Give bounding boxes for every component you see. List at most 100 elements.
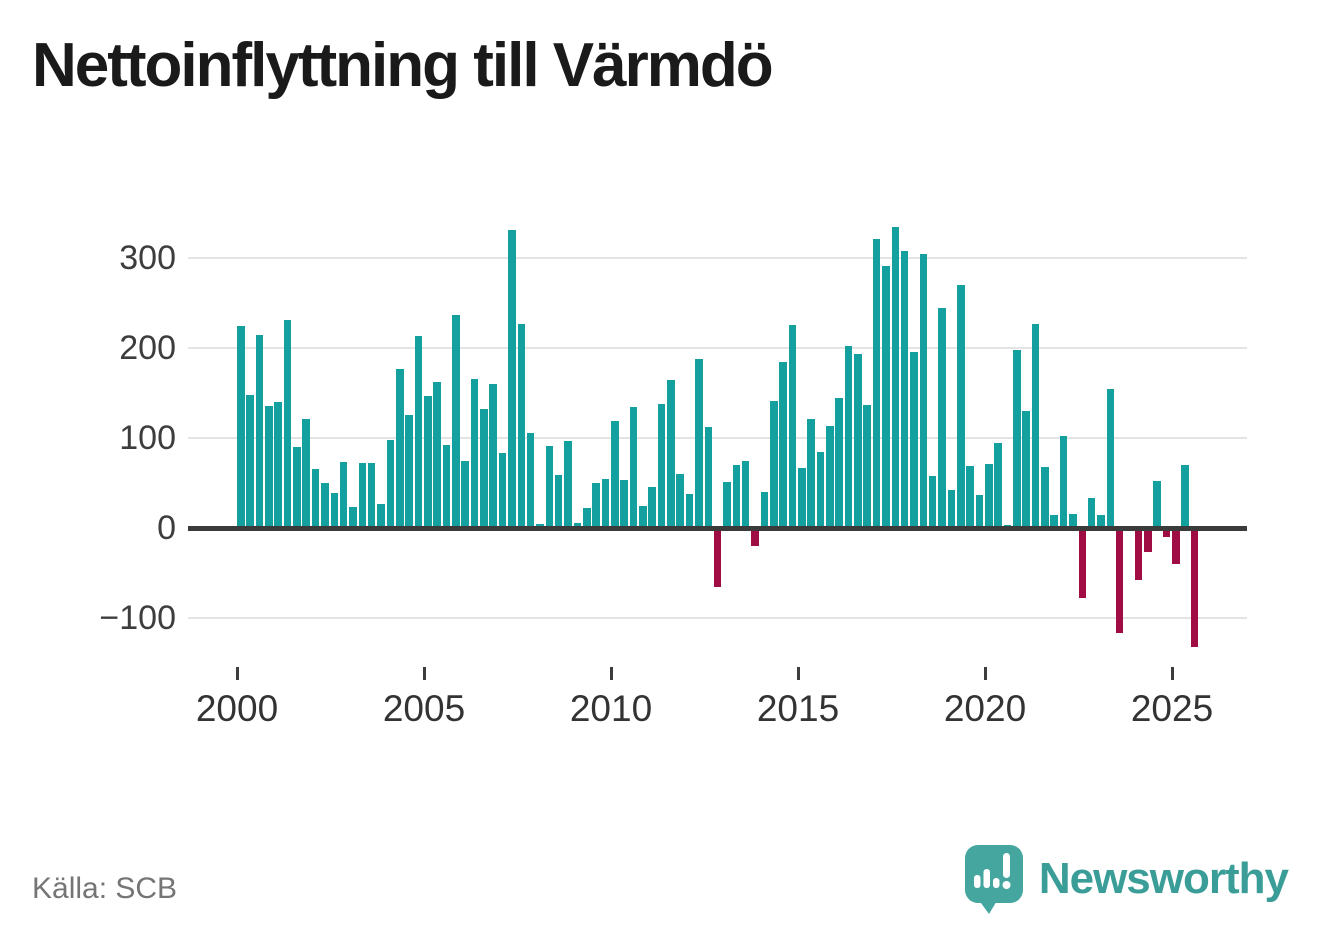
x-axis-tick-mark bbox=[236, 667, 239, 680]
bar bbox=[1022, 411, 1030, 528]
bar bbox=[1097, 514, 1105, 528]
bar bbox=[751, 528, 759, 546]
bar bbox=[311, 468, 320, 528]
gridline bbox=[188, 617, 1247, 619]
bar bbox=[442, 445, 451, 528]
bar bbox=[545, 446, 554, 528]
bar bbox=[554, 474, 563, 528]
bar bbox=[835, 398, 843, 528]
bar bbox=[611, 420, 619, 528]
y-axis-tick-label: 300 bbox=[119, 239, 176, 277]
bar bbox=[582, 508, 591, 528]
bar bbox=[891, 227, 900, 528]
newsworthy-logo-icon bbox=[964, 845, 1023, 914]
bar bbox=[601, 478, 610, 528]
gridline bbox=[188, 437, 1247, 439]
bar bbox=[367, 463, 376, 528]
bar bbox=[255, 334, 264, 528]
bar bbox=[405, 414, 413, 528]
bar bbox=[386, 439, 395, 528]
bar bbox=[395, 368, 404, 528]
bar bbox=[293, 447, 301, 528]
bar bbox=[433, 382, 441, 528]
bar bbox=[713, 528, 722, 587]
x-axis-tick-mark bbox=[1171, 667, 1174, 680]
bar bbox=[452, 314, 460, 528]
x-axis-tick-label: 2025 bbox=[1130, 688, 1214, 729]
bar bbox=[1153, 481, 1161, 528]
bar bbox=[274, 402, 282, 528]
bar bbox=[414, 336, 423, 528]
x-axis-tick-mark bbox=[423, 667, 426, 680]
bar bbox=[508, 230, 516, 528]
bar bbox=[620, 480, 628, 528]
bar bbox=[330, 492, 339, 528]
bar bbox=[657, 403, 666, 528]
bar bbox=[760, 492, 769, 528]
bar bbox=[872, 239, 881, 528]
bar bbox=[807, 419, 815, 528]
y-axis-tick-label: 100 bbox=[119, 419, 176, 457]
bar bbox=[676, 474, 685, 528]
bar bbox=[1162, 528, 1171, 537]
bar bbox=[985, 464, 993, 528]
chart-title: Nettoinflyttning till Värmdö bbox=[32, 31, 774, 100]
bar bbox=[994, 443, 1002, 528]
bar bbox=[517, 323, 526, 528]
bar bbox=[741, 460, 750, 528]
bar bbox=[685, 493, 694, 528]
bar bbox=[723, 482, 731, 528]
bar bbox=[910, 351, 918, 528]
zero-axis-line bbox=[188, 525, 1247, 531]
bar bbox=[1078, 528, 1087, 599]
bar bbox=[769, 401, 778, 528]
bar bbox=[919, 253, 928, 528]
bar bbox=[358, 463, 367, 528]
x-axis-tick-label: 2000 bbox=[195, 688, 279, 729]
bar bbox=[882, 266, 890, 528]
x-axis-tick-label: 2020 bbox=[943, 688, 1027, 729]
bar bbox=[1181, 465, 1189, 528]
bar bbox=[779, 362, 787, 528]
x-axis-tick-mark bbox=[610, 667, 613, 680]
bar bbox=[246, 394, 254, 528]
bar bbox=[526, 432, 535, 528]
bar bbox=[798, 467, 806, 528]
bar bbox=[732, 465, 741, 528]
bar bbox=[1115, 528, 1124, 634]
bar bbox=[928, 475, 937, 528]
bar bbox=[975, 494, 984, 528]
bar bbox=[844, 346, 853, 528]
y-axis-tick-label: 0 bbox=[157, 509, 176, 547]
bar bbox=[947, 490, 956, 528]
bar bbox=[956, 285, 965, 528]
bar bbox=[966, 465, 974, 528]
bar bbox=[461, 460, 469, 528]
source-caption: Källa: SCB bbox=[32, 872, 178, 905]
brand-name: Newsworthy bbox=[1038, 854, 1289, 903]
bar bbox=[1143, 528, 1152, 553]
bar bbox=[648, 486, 656, 528]
y-axis-tick-label: 200 bbox=[119, 329, 176, 367]
bar bbox=[1172, 528, 1180, 564]
bar bbox=[1190, 528, 1199, 647]
bar bbox=[667, 380, 675, 528]
bar bbox=[498, 453, 507, 528]
bar bbox=[938, 308, 946, 528]
bar bbox=[826, 426, 834, 528]
bar bbox=[1059, 436, 1068, 528]
bar bbox=[854, 354, 862, 528]
bar bbox=[1069, 513, 1077, 528]
y-axis-tick-label: −100 bbox=[99, 599, 176, 637]
bar bbox=[480, 409, 488, 528]
bar bbox=[1013, 349, 1021, 528]
bar bbox=[489, 384, 498, 528]
bar bbox=[283, 320, 292, 528]
bar bbox=[349, 507, 357, 528]
gridline bbox=[188, 347, 1247, 349]
bar bbox=[1106, 389, 1115, 528]
bar bbox=[470, 378, 479, 528]
bar bbox=[1087, 498, 1096, 528]
